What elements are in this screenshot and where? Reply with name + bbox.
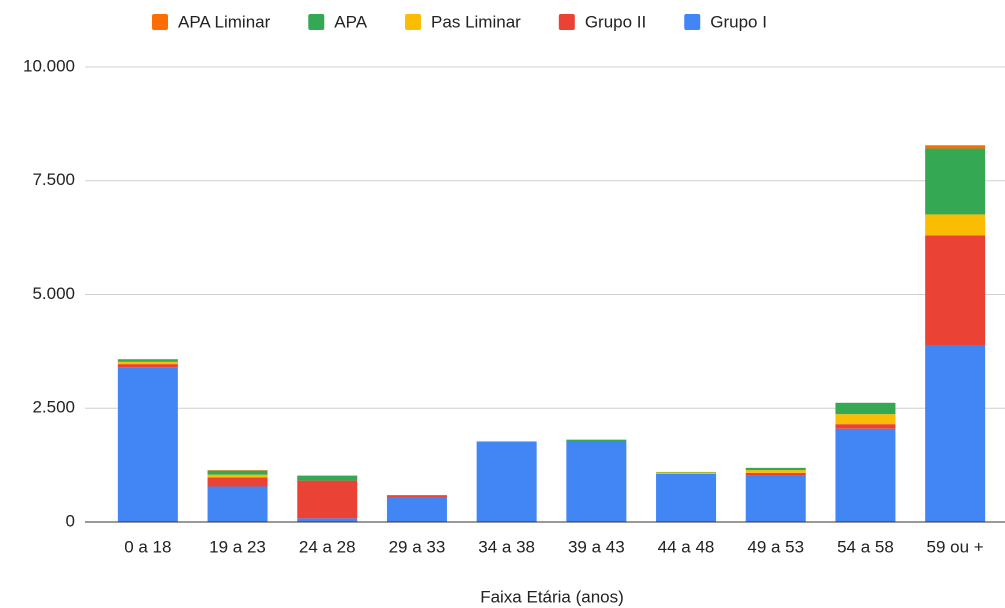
bar-segment — [925, 345, 986, 522]
y-tick-label: 10.000 — [23, 56, 75, 75]
x-tick-label: 44 a 48 — [658, 537, 715, 556]
bar-segment — [835, 402, 896, 415]
y-tick-label: 0 — [66, 511, 75, 530]
bar-segment — [656, 472, 717, 474]
bar-segment — [835, 414, 896, 425]
bar-segment — [386, 496, 447, 522]
bar-segment — [566, 439, 627, 442]
legend-label: APA — [334, 12, 367, 31]
bar-segment — [566, 441, 627, 522]
legend-swatch — [558, 14, 575, 30]
bar-segment — [297, 518, 358, 522]
x-tick-label: 19 a 23 — [209, 537, 266, 556]
bar-segment — [297, 475, 358, 481]
bar-segment — [207, 470, 268, 475]
legend-swatch — [684, 14, 701, 30]
x-tick-label: 29 a 33 — [389, 537, 446, 556]
bar-segment — [207, 474, 268, 478]
x-tick-label: 54 a 58 — [837, 537, 894, 556]
x-tick-label: 0 a 18 — [124, 537, 171, 556]
bar-segment — [207, 477, 268, 487]
bar-segment — [835, 424, 896, 429]
bar-segment — [297, 480, 358, 519]
bar-segment — [207, 486, 268, 522]
bar-segment — [117, 359, 178, 362]
legend-label: APA Liminar — [178, 12, 271, 31]
bar-segment — [117, 367, 178, 522]
x-tick-label: 39 a 43 — [568, 537, 625, 556]
bar-segment — [745, 470, 806, 473]
bar-segment — [117, 361, 178, 365]
bar-segment — [925, 214, 986, 236]
x-axis-title: Faixa Etária (anos) — [480, 587, 624, 606]
y-tick-label: 5.000 — [32, 284, 75, 303]
bar-segment — [745, 472, 806, 476]
bar-segment — [745, 467, 806, 471]
x-tick-label: 49 a 53 — [747, 537, 804, 556]
bar-segment — [835, 428, 896, 522]
legend-swatch — [152, 14, 168, 30]
bar-segment — [656, 473, 717, 522]
bar-segment — [117, 364, 178, 368]
y-tick-label: 7.500 — [32, 170, 75, 189]
legend-label: Grupo II — [585, 12, 646, 31]
bar-segment — [476, 441, 537, 522]
x-tick-label: 24 a 28 — [299, 537, 356, 556]
legend-swatch — [405, 14, 422, 30]
legend-label: Pas Liminar — [431, 12, 521, 31]
bar-segment — [745, 475, 806, 522]
legend-label: Grupo I — [710, 12, 767, 31]
bar-segment — [386, 495, 447, 497]
bar-segment — [925, 148, 986, 215]
bar-segment — [925, 145, 986, 149]
y-tick-label: 2.500 — [32, 398, 75, 417]
x-tick-label: 34 a 38 — [478, 537, 535, 556]
bar-segment — [925, 235, 986, 346]
legend-swatch — [308, 14, 325, 30]
x-tick-label: 59 ou + — [927, 537, 984, 556]
